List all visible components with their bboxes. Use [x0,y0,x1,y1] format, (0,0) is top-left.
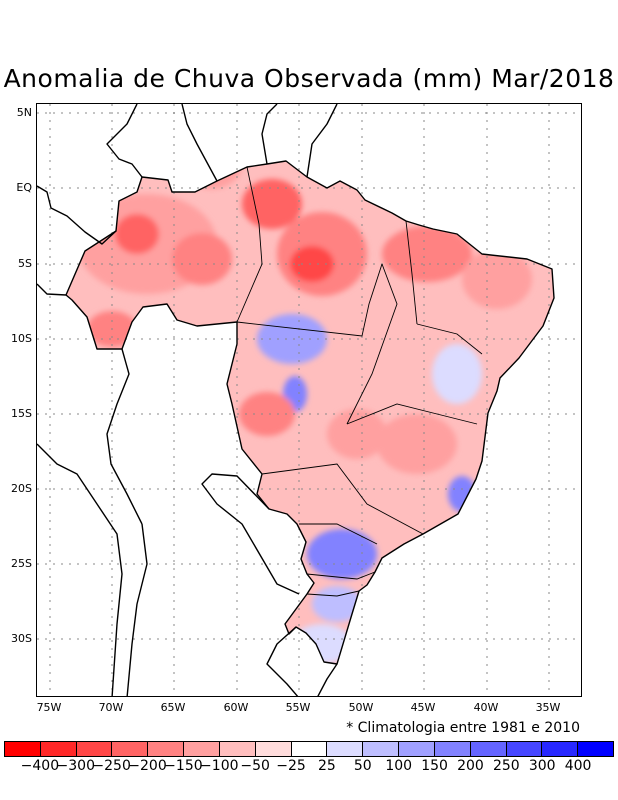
state-line-para-mt [236,263,383,337]
anomaly-blob-goias [327,409,387,459]
colorbar-swatch [363,742,400,756]
state-line-tocantins [346,263,398,425]
lat-tick-20s: 20S [11,482,32,495]
colorbar-label: 300 [528,758,556,774]
lon-tick-40w: 40W [473,701,499,714]
map-canvas [37,104,581,696]
colorbar-swatch [76,742,113,756]
border-peru-bolivia [106,348,143,525]
state-line-pr-sc [306,571,376,580]
state-line-amazonas-para [236,166,263,323]
colorbar-label: −400 [20,758,60,774]
map-title: Anomalia de Chuva Observada (mm) Mar/201… [3,64,615,93]
lon-tick-50w: 50W [348,701,374,714]
state-line-go-ms [261,463,424,535]
colorbar-swatch [470,742,507,756]
state-line-bahia [416,323,483,355]
climatology-note: * Climatologia entre 1981 e 2010 [346,720,580,736]
colorbar-label: −100 [200,758,239,774]
lat-tick-25s: 25S [11,557,32,570]
border-suriname-guiana [306,104,338,178]
anomaly-blob-amazon-center [172,233,232,285]
lat-tick-5s: 5S [18,257,32,270]
colorbar [4,741,614,757]
lon-tick-35w: 35W [535,701,561,714]
colorbar-label: 250 [492,758,520,774]
border-venezuela-guyana [181,104,218,182]
colorbar-label: 50 [353,758,372,774]
colorbar-swatch [148,742,185,756]
graticule [37,104,581,696]
colorbar-label: −200 [128,758,167,774]
anomaly-blob-minas [377,414,457,474]
lat-tick-30s: 30S [11,632,32,645]
colorbar-swatch [327,742,364,756]
state-line-mg [346,403,478,425]
border-argentina-uruguay [266,626,299,696]
coast-pacific-south [37,443,123,696]
lon-tick-70w: 70W [98,701,124,714]
colorbar-swatch [578,742,614,756]
colorbar-label: −300 [56,758,95,774]
country-borders [37,104,555,696]
anomaly-blob-para-core [290,246,334,282]
state-line-ma-pi [405,220,418,325]
colorbar-label: −25 [276,758,306,774]
border-colombia-venezuela [106,104,143,178]
lon-tick-65w: 65W [160,701,186,714]
anomaly-blob-bahia [432,344,482,404]
coast-north-west [37,185,117,245]
colorbar-label: −250 [92,758,131,774]
colorbar-swatch [112,742,149,756]
anomaly-blob-amazon-west-core [115,214,159,254]
anomaly-blob-parana [307,529,377,579]
colorbar-labels: −400 −300 −250 −200 −150 −100 −50 −25 25 50 100 150… [4,758,614,776]
anomaly-blob-mt-positive [257,314,327,364]
coast-uruguay [317,663,338,696]
map-panel [36,103,582,697]
anomaly-blob-northeast [462,249,532,309]
colorbar-label: 100 [385,758,413,774]
colorbar-label: 400 [564,758,592,774]
border-guyana-suriname [261,104,278,165]
border-argentina-chile [126,523,148,696]
colorbar-swatch [506,742,543,756]
lat-tick-10s: 10S [11,332,32,345]
anomaly-blob-mt-south [239,392,295,436]
state-line-sc-rs [306,590,360,597]
colorbar-swatch [5,742,41,756]
colorbar-swatch [291,742,328,756]
colorbar-swatch [434,742,471,756]
colorbar-swatch [399,742,435,756]
anomaly-blob-maranhao [382,226,472,282]
anomaly-blob-roraima [182,161,242,189]
border-bolivia-paraguay [201,473,300,595]
colorbar-swatch [40,742,77,756]
lon-tick-45w: 45W [410,701,436,714]
lon-tick-60w: 60W [223,701,249,714]
lat-tick-15s: 15S [11,407,32,420]
colorbar-label: −150 [164,758,203,774]
brazil-border [65,160,555,665]
colorbar-label: 200 [457,758,484,774]
colorbar-swatch [184,742,220,756]
colorbar-label: 150 [421,758,448,774]
state-borders [236,166,483,597]
colorbar-swatch [542,742,579,756]
lat-tick-eq: EQ [16,181,32,194]
lon-tick-75w: 75W [36,701,62,714]
colorbar-label: 25 [318,758,336,774]
lon-tick-55w: 55W [285,701,311,714]
colorbar-swatch [255,742,292,756]
colorbar-label: −50 [240,758,270,774]
border-peru-ecuador [37,283,67,296]
colorbar-swatch [219,742,256,756]
state-line-ms-pr [299,523,378,545]
lat-tick-5n: 5N [16,106,32,119]
